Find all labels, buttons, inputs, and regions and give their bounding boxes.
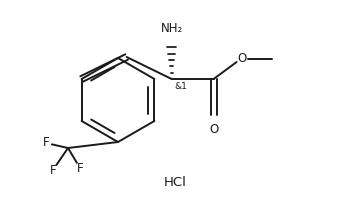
- Text: O: O: [237, 52, 246, 66]
- Text: HCl: HCl: [164, 176, 186, 188]
- Text: NH₂: NH₂: [161, 22, 183, 35]
- Text: &1: &1: [175, 82, 187, 91]
- Text: F: F: [50, 163, 56, 177]
- Text: F: F: [77, 161, 83, 175]
- Text: F: F: [43, 136, 49, 150]
- Text: O: O: [209, 123, 218, 136]
